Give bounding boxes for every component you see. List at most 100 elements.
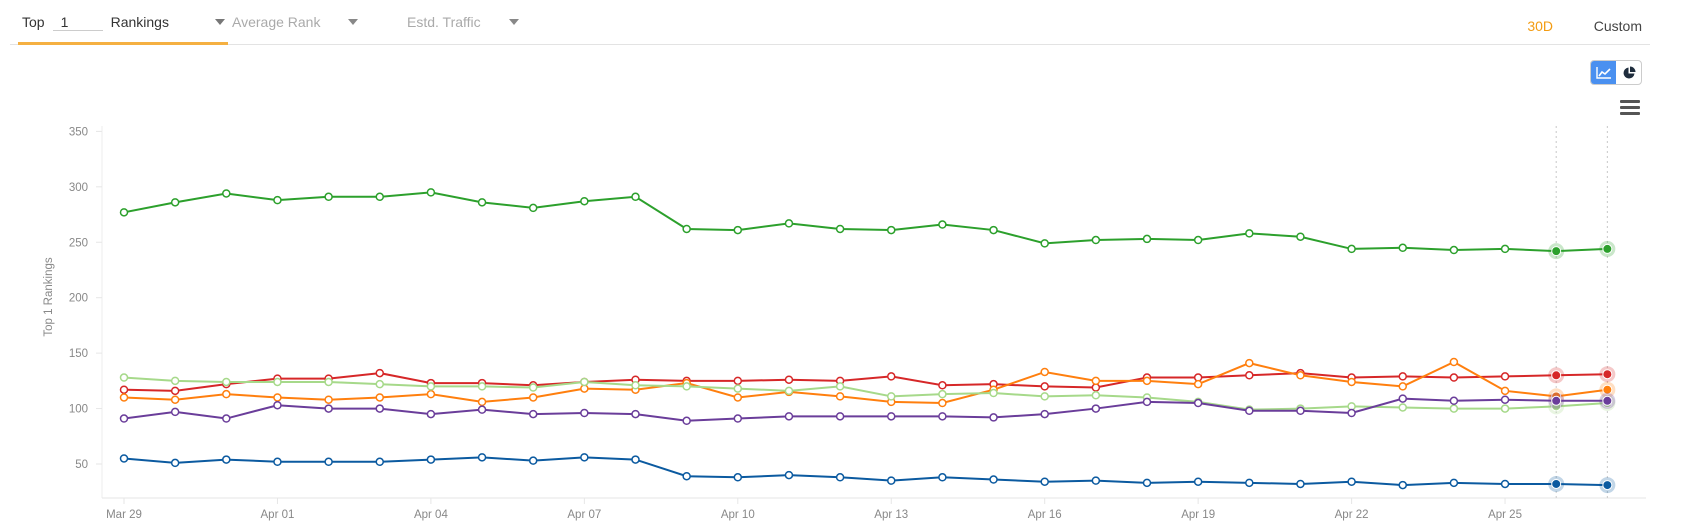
data-point[interactable] — [1500, 395, 1510, 404]
data-point[interactable] — [1040, 367, 1049, 377]
data-point[interactable] — [119, 393, 129, 402]
data-point[interactable] — [1091, 476, 1101, 485]
data-point[interactable] — [273, 377, 282, 387]
data-point[interactable] — [835, 382, 845, 391]
data-point[interactable] — [1142, 478, 1152, 488]
data-point[interactable] — [119, 373, 129, 382]
data-point[interactable] — [1500, 244, 1510, 254]
data-point[interactable] — [1193, 379, 1203, 389]
data-point[interactable] — [1449, 357, 1459, 367]
series-line[interactable] — [123, 372, 1608, 392]
data-point[interactable] — [375, 192, 384, 202]
data-point[interactable] — [784, 470, 794, 480]
data-point[interactable] — [170, 376, 180, 386]
hamburger-menu-icon[interactable] — [1620, 100, 1640, 118]
data-point[interactable] — [273, 457, 282, 467]
data-point[interactable] — [426, 382, 436, 391]
data-point[interactable] — [580, 377, 589, 387]
data-point[interactable] — [989, 475, 998, 484]
series-line[interactable] — [123, 376, 1608, 411]
data-point[interactable] — [324, 192, 333, 202]
data-point[interactable] — [1193, 398, 1203, 408]
data-point[interactable] — [938, 473, 947, 482]
data-point[interactable] — [1398, 480, 1407, 490]
data-point[interactable] — [1449, 245, 1459, 255]
data-point[interactable] — [580, 453, 589, 462]
data-point[interactable] — [938, 381, 947, 390]
data-point[interactable] — [426, 455, 436, 464]
data-point[interactable] — [170, 407, 180, 417]
data-point[interactable] — [631, 381, 640, 390]
data-point[interactable] — [324, 377, 333, 387]
chevron-down-icon[interactable] — [214, 19, 225, 25]
data-point[interactable] — [1245, 406, 1254, 416]
data-point[interactable] — [682, 416, 691, 426]
data-point[interactable] — [1296, 406, 1305, 416]
data-point[interactable] — [835, 412, 845, 421]
data-point-highlighted[interactable] — [1551, 395, 1562, 406]
metric-tab-estd-traffic[interactable]: Estd. Traffic — [407, 0, 519, 44]
data-point[interactable] — [1398, 243, 1407, 253]
data-point[interactable] — [1398, 372, 1407, 381]
data-point[interactable] — [1091, 376, 1101, 386]
data-point[interactable] — [1245, 371, 1254, 380]
data-point[interactable] — [528, 383, 538, 392]
data-point[interactable] — [170, 395, 180, 404]
data-point[interactable] — [1347, 377, 1356, 387]
data-point[interactable] — [682, 382, 691, 391]
data-point[interactable] — [426, 389, 436, 399]
data-point[interactable] — [1193, 235, 1203, 245]
top-n-input[interactable]: 1 — [52, 14, 103, 31]
data-point-highlighted[interactable] — [1551, 478, 1562, 489]
data-point[interactable] — [1500, 386, 1510, 396]
data-point[interactable] — [528, 203, 538, 213]
range-30d-button[interactable]: 30D — [1527, 18, 1553, 34]
data-point[interactable] — [1245, 478, 1254, 488]
data-point[interactable] — [887, 372, 896, 381]
data-point[interactable] — [119, 414, 129, 423]
data-point[interactable] — [528, 409, 538, 419]
data-point[interactable] — [887, 476, 896, 485]
data-point[interactable] — [222, 455, 231, 464]
data-point[interactable] — [1347, 244, 1356, 254]
data-point[interactable] — [580, 408, 589, 418]
range-custom-button[interactable]: Custom — [1593, 18, 1642, 34]
data-point[interactable] — [1245, 229, 1254, 238]
data-point[interactable] — [989, 388, 998, 398]
data-point[interactable] — [222, 377, 231, 387]
data-point[interactable] — [938, 220, 947, 229]
data-point[interactable] — [682, 471, 691, 481]
data-point[interactable] — [1091, 391, 1101, 400]
data-point[interactable] — [938, 412, 947, 421]
data-point[interactable] — [631, 409, 640, 419]
data-point[interactable] — [784, 412, 794, 421]
data-point[interactable] — [324, 404, 333, 413]
data-point[interactable] — [119, 385, 129, 394]
data-point[interactable] — [631, 455, 640, 464]
data-point[interactable] — [477, 405, 487, 414]
data-point[interactable] — [1398, 403, 1407, 412]
data-point[interactable] — [1449, 404, 1459, 413]
data-point[interactable] — [1142, 397, 1152, 407]
data-point[interactable] — [733, 473, 743, 482]
pie-chart-button[interactable] — [1616, 61, 1641, 84]
data-point[interactable] — [1500, 479, 1510, 489]
data-point[interactable] — [375, 457, 384, 467]
metric-tab-average-rank[interactable]: Average Rank — [232, 0, 359, 44]
series-line[interactable] — [123, 397, 1608, 422]
metric-tab-rankings[interactable]: Top 1 Rankings — [22, 0, 225, 44]
data-point[interactable] — [324, 395, 333, 404]
data-point[interactable] — [1142, 376, 1152, 386]
data-point[interactable] — [1142, 234, 1152, 244]
data-point[interactable] — [222, 414, 231, 423]
data-point[interactable] — [989, 225, 998, 235]
data-point[interactable] — [477, 382, 487, 391]
data-point[interactable] — [1347, 477, 1356, 486]
data-point[interactable] — [784, 386, 794, 396]
data-point[interactable] — [1500, 372, 1510, 381]
data-point[interactable] — [887, 225, 896, 235]
data-point[interactable] — [273, 400, 282, 410]
data-point[interactable] — [733, 414, 743, 423]
data-point-highlighted[interactable] — [1602, 369, 1613, 380]
data-point[interactable] — [528, 456, 538, 465]
